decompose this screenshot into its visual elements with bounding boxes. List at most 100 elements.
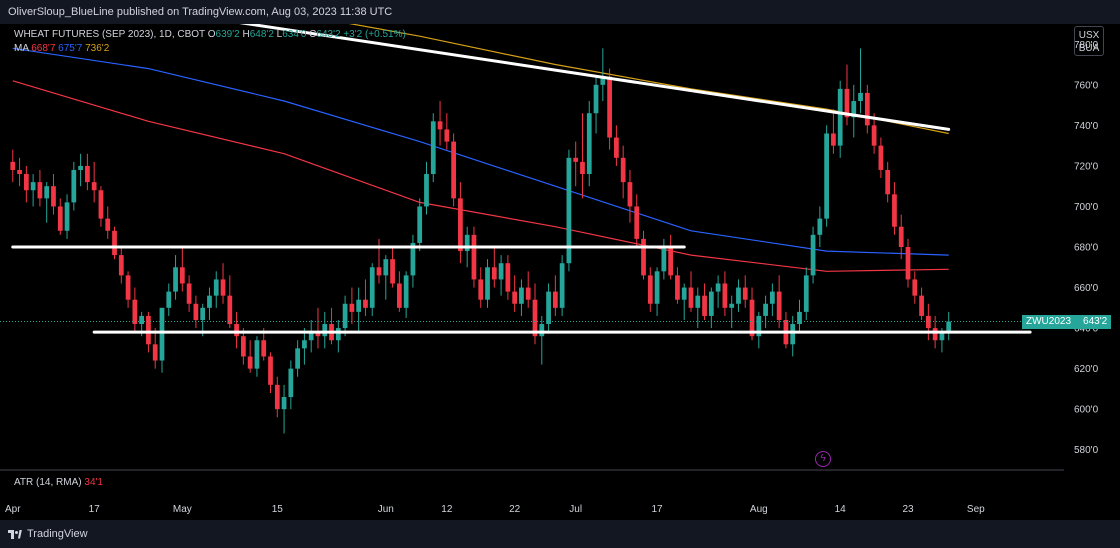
ma-fast-value: 668'7	[31, 43, 56, 54]
candle-body	[824, 133, 830, 219]
low-label: L	[276, 29, 283, 40]
footer-bar: TradingView	[0, 520, 1120, 548]
candle	[519, 279, 524, 316]
candle	[810, 226, 816, 284]
x-tick-label: 12	[441, 504, 453, 515]
price-tag-value: 643'2	[1083, 315, 1108, 327]
candle-body	[356, 299, 362, 312]
candle	[946, 311, 952, 341]
candle-body	[274, 384, 280, 410]
candle-body	[831, 133, 836, 146]
candle	[586, 101, 592, 187]
atr-label[interactable]: ATR (14, RMA)	[14, 477, 82, 488]
candle-body	[234, 324, 239, 337]
candle-body	[478, 279, 484, 300]
candle	[539, 315, 545, 365]
y-tick-label: 600'0	[1074, 405, 1099, 416]
candle	[905, 238, 911, 288]
x-tick-label: Apr	[5, 504, 21, 515]
candle-body	[817, 218, 823, 235]
candle-body	[152, 344, 158, 361]
candle	[837, 80, 843, 158]
candle	[898, 214, 904, 260]
symbol-title[interactable]: WHEAT FUTURES (SEP 2023), 1D, CBOT	[14, 29, 205, 40]
candle-body	[78, 165, 83, 170]
candle-body	[254, 340, 260, 369]
candle	[797, 299, 802, 333]
candle	[912, 271, 918, 304]
y-axis[interactable]: 580'0 600'0 620'0 640'0 660'0 680'0 700'0 720'0…	[1074, 40, 1099, 456]
candle-body	[451, 141, 456, 199]
open-value: 639'2	[215, 29, 240, 40]
candle-body	[539, 324, 545, 337]
candle-body	[403, 275, 409, 308]
candle-body	[139, 315, 145, 325]
candle	[322, 311, 328, 349]
candle-body	[661, 247, 667, 272]
high-label: H	[242, 29, 250, 40]
candle-body	[146, 315, 151, 345]
trendline-1[interactable]	[113, 2, 951, 131]
candle	[274, 376, 280, 418]
candle	[207, 287, 212, 320]
candle-body	[335, 328, 341, 341]
events-bolt-icon[interactable]: ϟ	[815, 451, 831, 467]
candle	[559, 255, 565, 316]
x-axis[interactable]: Apr 17 May 15 Jun 12 22 Jul 17 Aug 14 23 Sep	[5, 504, 985, 515]
candle	[919, 287, 924, 320]
candle-body	[295, 348, 301, 369]
currency-unit-button[interactable]: USX BUA	[1074, 26, 1104, 56]
y-tick-label: 780'0	[1074, 40, 1099, 51]
candle-body	[512, 291, 518, 304]
candle-body	[193, 303, 199, 320]
candle-body	[932, 328, 938, 341]
ma-line-1	[12, 80, 949, 272]
candle	[302, 328, 307, 365]
candle-body	[322, 324, 328, 337]
candle-body	[844, 88, 850, 118]
currency-line2: BUA	[1078, 43, 1100, 54]
trendlines[interactable]	[11, 2, 1032, 334]
candle	[166, 283, 172, 316]
candle	[247, 340, 253, 373]
candle-body	[688, 287, 694, 308]
candle	[118, 247, 124, 284]
candle	[396, 271, 402, 312]
candle-body	[200, 307, 206, 320]
candle-body	[207, 295, 212, 308]
candle	[491, 247, 497, 288]
tradingview-logo[interactable]: TradingView	[8, 520, 88, 548]
candle-body	[641, 238, 646, 276]
candle	[478, 267, 484, 308]
candle-body	[552, 291, 558, 308]
candle	[349, 287, 355, 325]
x-tick-label: Aug	[750, 504, 768, 515]
candle-body	[458, 198, 463, 252]
candle-body	[98, 190, 104, 219]
candle	[51, 174, 56, 215]
candle-body	[261, 340, 267, 357]
candle-body	[57, 206, 63, 231]
candle-body	[647, 275, 653, 304]
candle	[105, 206, 111, 239]
candle-body	[919, 295, 924, 316]
candle	[607, 68, 612, 150]
candle-body	[681, 287, 687, 300]
brand-name: TradingView	[27, 528, 88, 540]
currency-line1: USX	[1078, 30, 1100, 41]
candle-body	[91, 182, 97, 191]
ma-label[interactable]: MA	[14, 43, 29, 54]
x-tick-label: 14	[835, 504, 847, 515]
candle-body	[437, 121, 443, 130]
candle	[458, 182, 463, 264]
candle-body	[939, 332, 945, 341]
candle	[342, 295, 348, 337]
candle-body	[23, 174, 29, 191]
candle-body	[614, 137, 619, 158]
candle	[193, 295, 199, 329]
candle	[824, 125, 830, 227]
candle	[403, 271, 409, 318]
candle	[573, 141, 579, 187]
atr-value: 34'1	[84, 477, 103, 488]
